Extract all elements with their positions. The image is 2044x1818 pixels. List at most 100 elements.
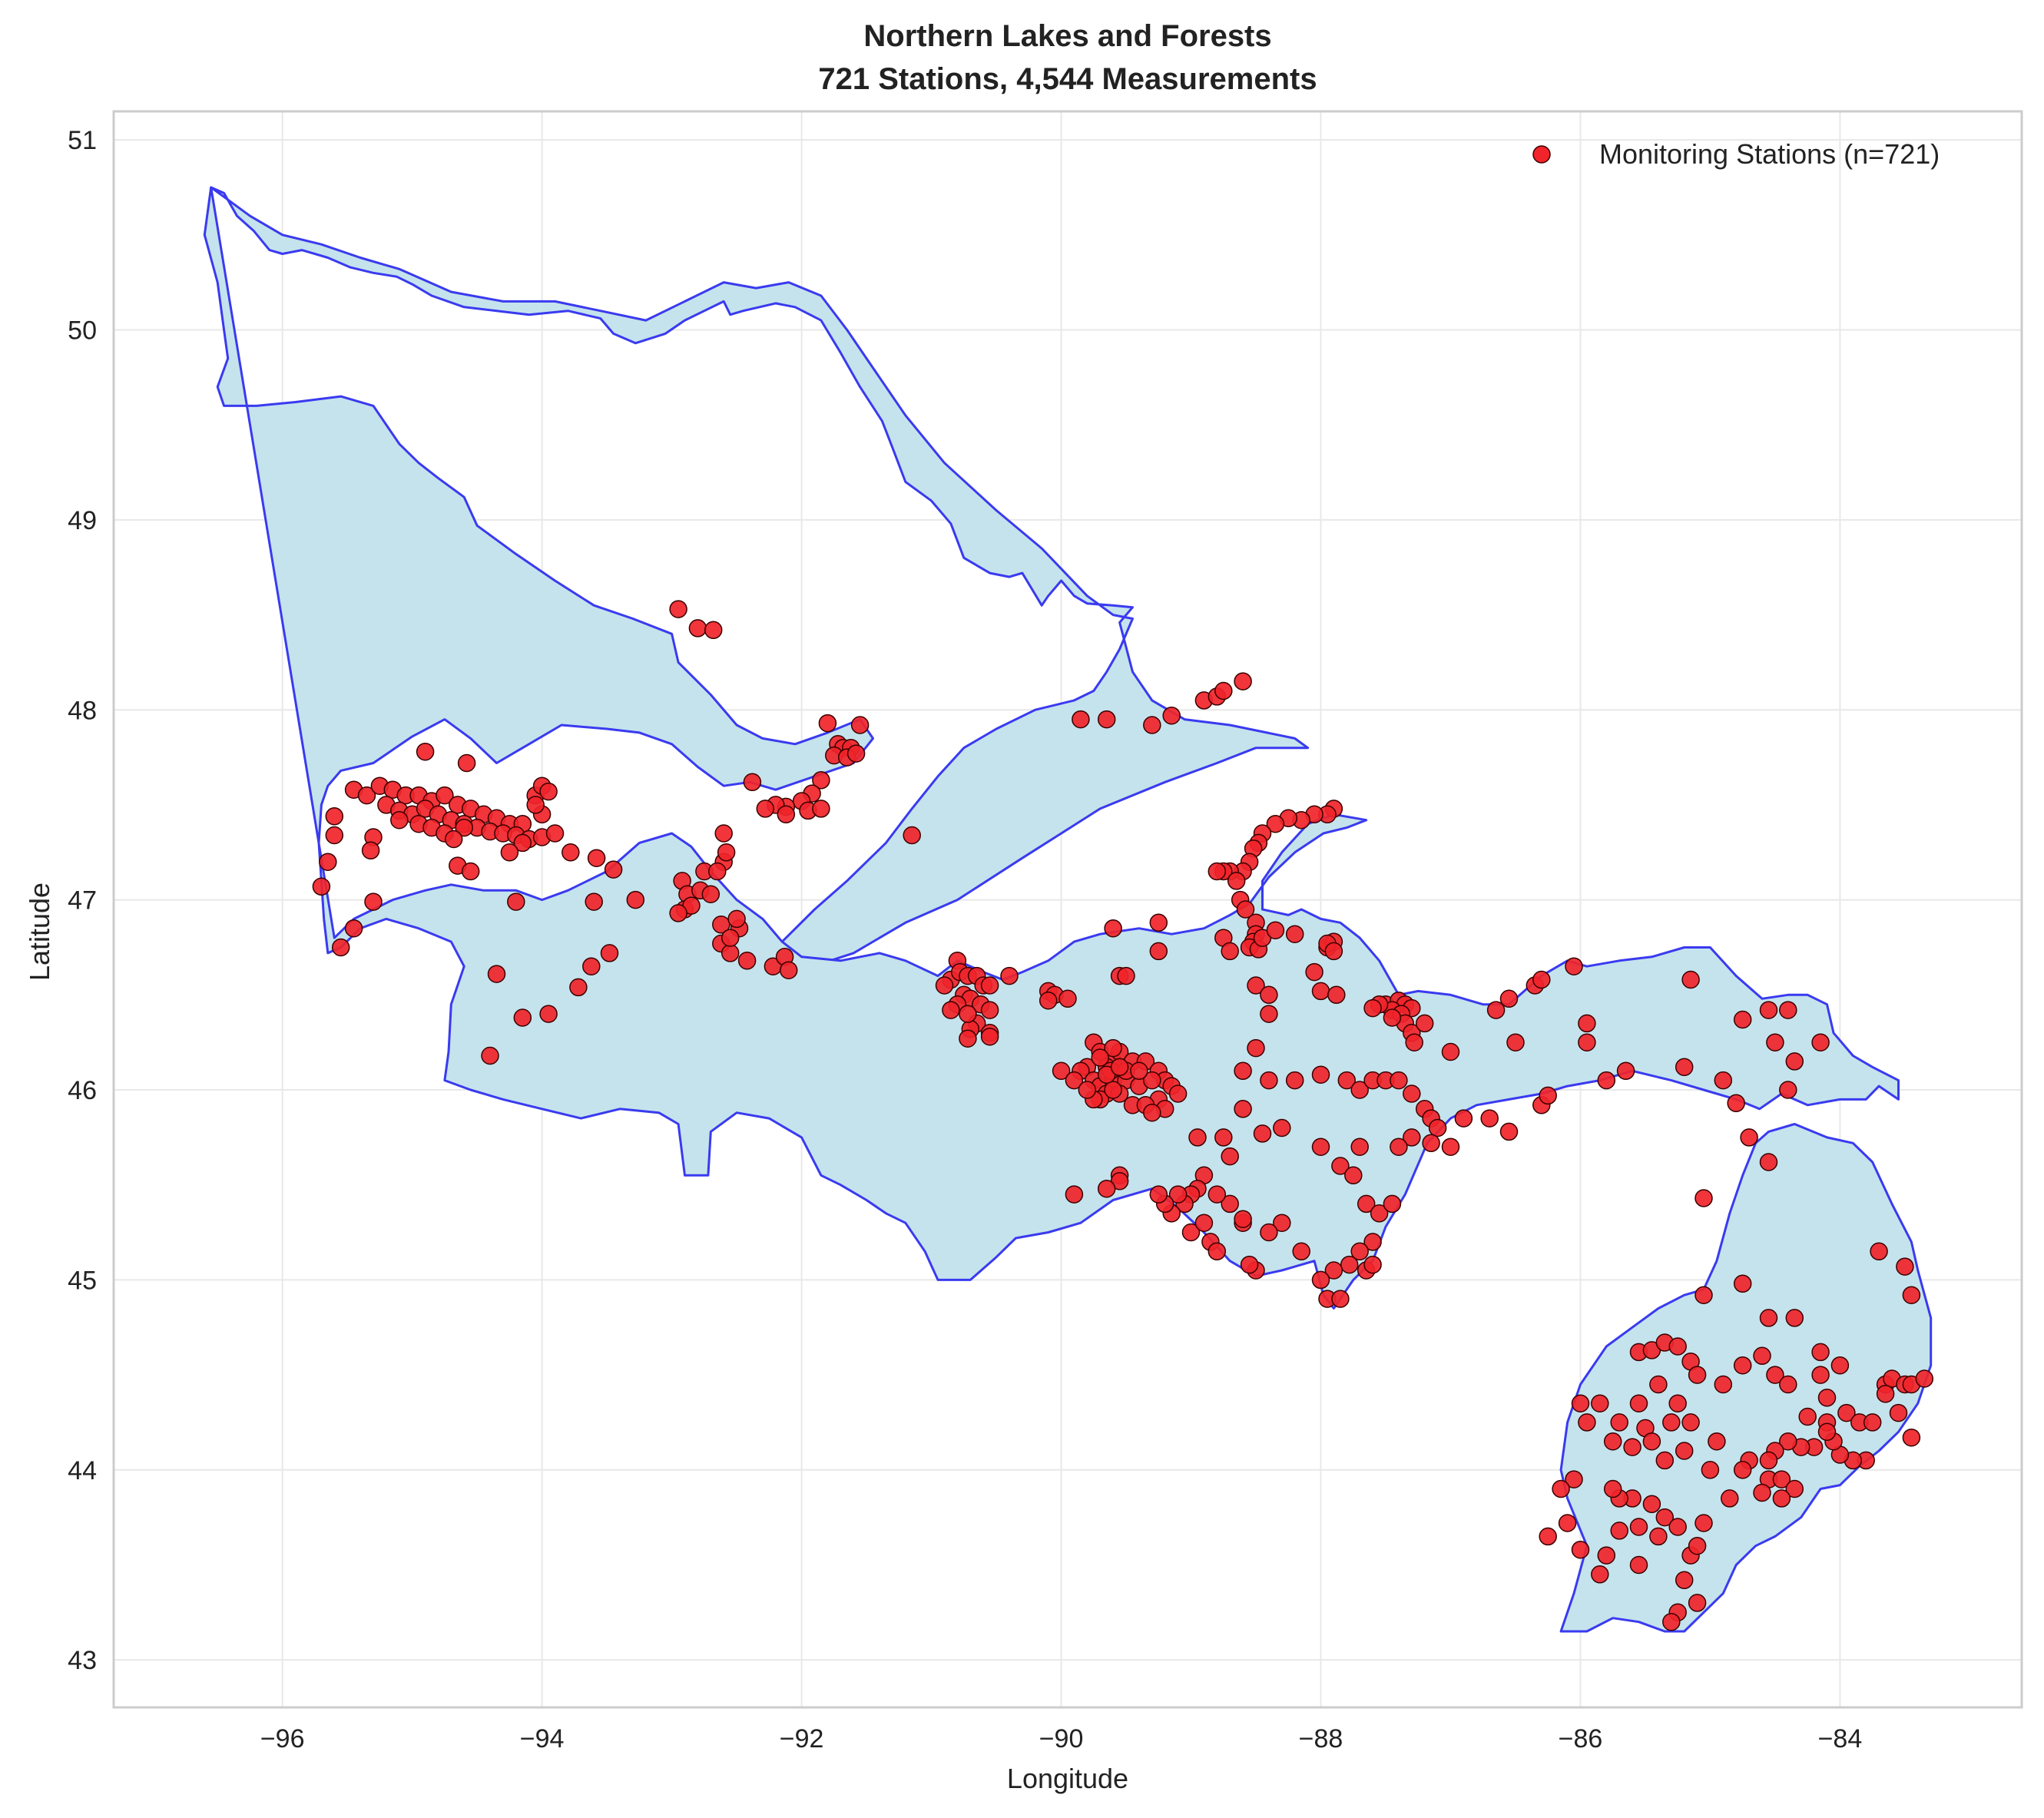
station-point [1721, 1489, 1739, 1508]
station-point [1863, 1413, 1882, 1432]
station-point [1058, 989, 1077, 1008]
station-point [1759, 1451, 1778, 1470]
station-point [1668, 1394, 1687, 1412]
station-point [1655, 1451, 1675, 1470]
station-point [1779, 1432, 1797, 1451]
station-point [1324, 1261, 1343, 1280]
station-point [1149, 913, 1168, 932]
station-point [1759, 1153, 1778, 1171]
station-point [1168, 1085, 1188, 1103]
station-point [444, 830, 463, 849]
y-tick-label: 43 [68, 1646, 97, 1675]
x-tick-label: −94 [520, 1724, 565, 1753]
station-point [1668, 1337, 1687, 1356]
station-point [1441, 1137, 1460, 1156]
station-point [1688, 1594, 1707, 1612]
station-point [1311, 1137, 1330, 1156]
station-point [1629, 1518, 1648, 1536]
station-point [1642, 1432, 1661, 1451]
station-point [1779, 1081, 1797, 1099]
station-point [1305, 962, 1323, 982]
y-axis-ticks: 43 44 45 46 47 48 49 50 51 [68, 126, 97, 1675]
station-point [1273, 1118, 1291, 1137]
station-point [688, 619, 707, 637]
station-point [1649, 1527, 1668, 1546]
station-point [1260, 985, 1278, 1005]
station-point [1208, 862, 1227, 881]
station-point [1779, 1001, 1797, 1019]
station-point [1130, 1061, 1148, 1081]
station-point [1234, 1210, 1252, 1228]
station-point [942, 1001, 960, 1019]
station-point [1571, 1394, 1590, 1412]
station-point [1733, 1356, 1752, 1375]
x-tick-label: −96 [260, 1724, 305, 1753]
station-point [545, 824, 565, 843]
y-tick-label: 50 [68, 316, 97, 345]
station-point [1759, 1309, 1778, 1327]
chart-title-line1: Northern Lakes and Forests [863, 19, 1271, 53]
station-point [1143, 1103, 1161, 1122]
station-point [743, 773, 762, 792]
plot-area [112, 110, 2023, 1709]
station-point [1785, 1309, 1804, 1327]
station-point [1363, 1255, 1382, 1274]
station-point [1383, 1008, 1402, 1027]
station-point [721, 929, 740, 947]
station-point [935, 976, 954, 995]
station-point [1817, 1389, 1837, 1407]
station-point [1694, 1189, 1713, 1207]
station-point [1311, 1270, 1330, 1290]
station-point [1811, 1343, 1830, 1362]
station-point [1403, 1128, 1421, 1147]
station-point [1772, 1489, 1791, 1508]
station-point [1454, 1109, 1473, 1128]
station-point [959, 1029, 977, 1048]
station-point [727, 909, 746, 929]
station-point [1603, 1432, 1622, 1451]
station-point [1539, 1527, 1557, 1546]
station-point [737, 952, 757, 970]
station-point [1039, 991, 1058, 1010]
station-point [1902, 1428, 1921, 1447]
station-point [1532, 970, 1551, 989]
station-point [1104, 919, 1122, 938]
station-point [1578, 1014, 1596, 1033]
station-point [1558, 1514, 1577, 1532]
station-point [1292, 1242, 1310, 1261]
station-point [1681, 970, 1700, 989]
station-point [1104, 1038, 1122, 1058]
station-point [1837, 1403, 1856, 1422]
station-point [1480, 1109, 1499, 1128]
station-point [812, 771, 830, 790]
station-point [1234, 672, 1252, 690]
station-point [587, 849, 606, 867]
station-point [1357, 1194, 1376, 1214]
station-point [1260, 1071, 1278, 1090]
station-point [1785, 1052, 1804, 1071]
station-point [626, 890, 645, 909]
station-point [903, 826, 921, 845]
station-point [1675, 1442, 1694, 1460]
x-tick-label: −86 [1559, 1724, 1603, 1753]
station-point [1597, 1071, 1616, 1090]
station-point [1415, 1014, 1434, 1033]
station-point [1240, 1255, 1259, 1274]
station-point [1221, 1194, 1239, 1214]
station-point [1311, 982, 1330, 1001]
station-point [1565, 1470, 1583, 1489]
station-point [539, 782, 558, 801]
station-point [818, 714, 837, 733]
station-point [1506, 1033, 1525, 1051]
station-point [1714, 1071, 1733, 1090]
station-point [361, 841, 380, 860]
station-point [1344, 1166, 1363, 1185]
station-point [1902, 1286, 1921, 1304]
station-point [1110, 1058, 1129, 1077]
station-point [1285, 925, 1304, 943]
station-point [585, 892, 603, 911]
station-point [1390, 1137, 1408, 1156]
station-point [1337, 1071, 1357, 1090]
x-tick-label: −84 [1818, 1724, 1863, 1753]
station-point [1247, 976, 1265, 995]
